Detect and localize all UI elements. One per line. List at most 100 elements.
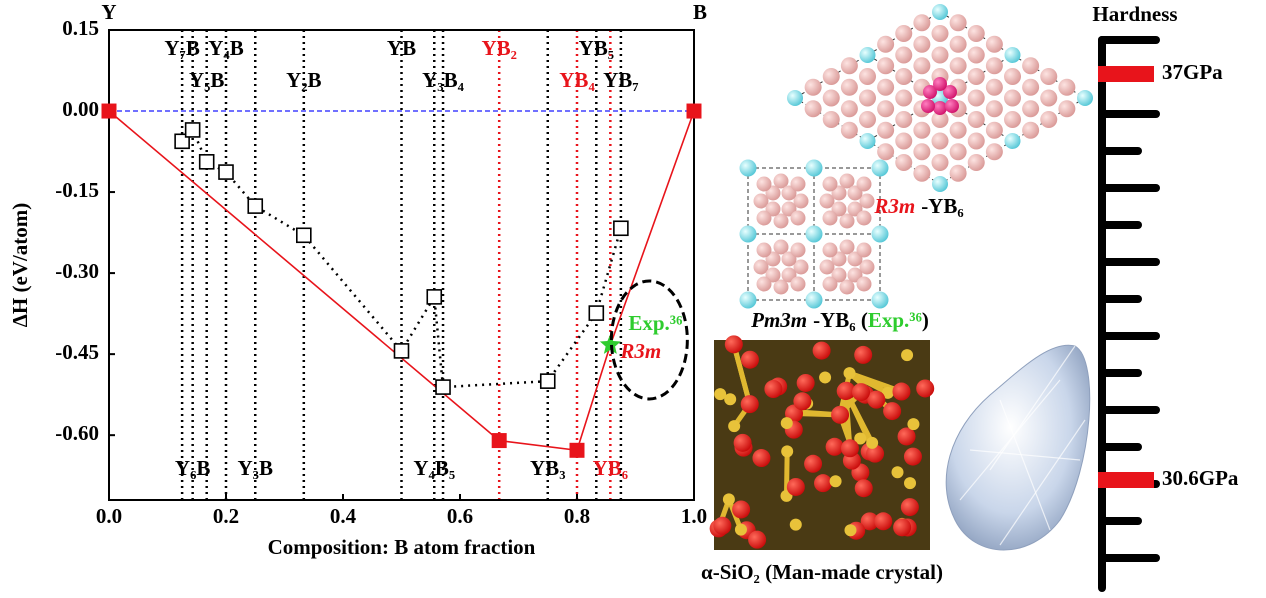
bond [843, 390, 853, 449]
atom [1040, 111, 1058, 128]
point [184, 122, 201, 138]
hardness-label: 37GPa [1162, 60, 1223, 84]
atom [985, 35, 1003, 53]
facet [999, 399, 1051, 531]
pm3m-close: ) [922, 308, 929, 332]
atom [805, 291, 823, 309]
formation-enthalpy-chart: Y₇BY₆BY₅BY₄BY₃BY₂BYBY₄B₅Y₃B₄YB₂YB₃YB₄YB₅… [8, 0, 707, 559]
atom [756, 242, 772, 258]
atom [893, 518, 912, 537]
atom [789, 518, 802, 531]
atom [967, 132, 985, 150]
bond [731, 343, 753, 405]
atom [931, 154, 949, 171]
atom [943, 85, 957, 99]
phase-label: Y₃B [238, 456, 273, 480]
atom [819, 193, 835, 209]
atom [859, 111, 876, 128]
x-axis-label: Composition: B atom fraction [268, 535, 536, 559]
atom [793, 392, 812, 411]
phase-label: YB [387, 36, 416, 60]
atom [949, 143, 967, 161]
atom [985, 57, 1003, 75]
atom [825, 437, 844, 456]
ruler-tick [1098, 221, 1142, 229]
x-tick-label: 0.4 [330, 504, 357, 528]
atom [932, 176, 948, 192]
ruler-tick [1098, 295, 1142, 303]
y-tick-label: -0.45 [55, 340, 99, 364]
point [218, 164, 234, 180]
atom [945, 99, 959, 113]
atom [843, 367, 856, 380]
sio2-caption: α-SiO₂ (Man-made crystal) [701, 560, 943, 584]
y-axis-label: ΔH (eV/atom) [8, 203, 32, 328]
atom [907, 418, 920, 431]
atom [933, 77, 947, 91]
atom [748, 530, 767, 549]
atom [913, 143, 931, 161]
atom [895, 25, 913, 42]
phase-label: YB₆ [593, 456, 628, 480]
atom [877, 78, 895, 96]
point [393, 343, 410, 359]
atom [871, 225, 889, 243]
atom [985, 121, 1003, 139]
atom [856, 210, 872, 226]
atom [859, 89, 876, 107]
atom [895, 154, 913, 171]
atom [892, 382, 911, 401]
atom [967, 111, 985, 128]
x-tick-label: 1.0 [681, 504, 707, 528]
atom [822, 210, 838, 226]
hardness-label: 30.6GPa [1162, 466, 1239, 490]
atom [790, 276, 806, 292]
atom [1077, 90, 1093, 106]
atom [740, 395, 759, 414]
facet [999, 419, 1086, 546]
atom [732, 500, 751, 519]
atom [985, 143, 1003, 161]
atom [900, 498, 919, 517]
y-tick-label: -0.30 [55, 259, 99, 283]
x-tick-label: 0.8 [564, 504, 590, 528]
hardness-marker [1098, 66, 1154, 82]
atom [756, 210, 772, 226]
atom [1004, 68, 1021, 85]
atom [1058, 78, 1076, 96]
pm3m-name: Pm3m [750, 308, 807, 332]
atom [883, 402, 902, 421]
atom [844, 524, 857, 537]
point [198, 154, 215, 170]
atom [913, 35, 931, 53]
atom [839, 279, 855, 295]
atom [949, 14, 967, 32]
x-tick-label: 0.6 [447, 504, 473, 528]
annotation: R3m [619, 339, 661, 363]
atom [854, 432, 867, 445]
atom [713, 516, 732, 535]
pm3m-formula: -YB₆ ( [813, 308, 868, 332]
atom [773, 279, 789, 295]
phase-label: Y₅B [189, 68, 224, 92]
phase-label: Y₃B₄ [422, 68, 464, 92]
atom [967, 68, 985, 85]
point [588, 305, 605, 321]
atom [812, 341, 831, 360]
atom [904, 477, 917, 490]
ruler-tick [1098, 184, 1160, 192]
facet [959, 379, 1061, 501]
atom [773, 213, 789, 229]
atom [724, 393, 737, 406]
atom [740, 350, 759, 369]
atom [860, 512, 879, 531]
r3m-formula: -YB₆ [921, 194, 963, 218]
atom [923, 85, 937, 99]
atom [877, 35, 895, 53]
atom [840, 439, 859, 458]
atom [859, 193, 875, 209]
atom [822, 89, 840, 107]
atom [932, 4, 948, 20]
